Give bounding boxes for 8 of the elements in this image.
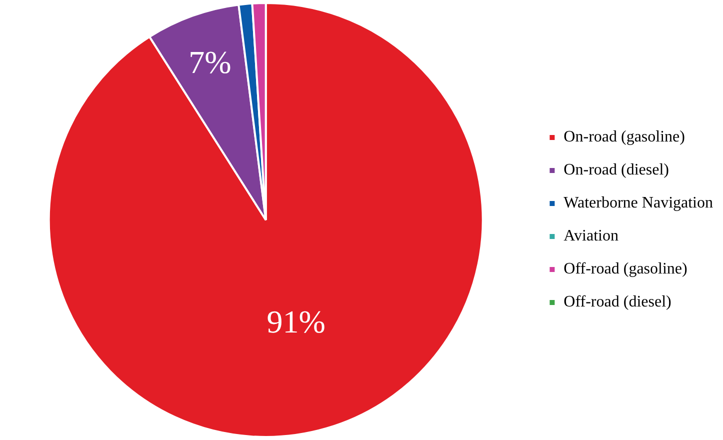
- legend-label: Aviation: [564, 228, 618, 245]
- data-label: 7%: [188, 44, 232, 80]
- legend-label: Off-road (diesel): [564, 294, 672, 311]
- legend-label: Off-road (gasoline): [564, 260, 688, 278]
- data-label: 91%: [266, 304, 326, 340]
- legend-label: On-road (diesel): [564, 162, 669, 179]
- legend-label: Waterborne Navigation: [564, 194, 714, 212]
- legend-label: On-road (gasoline): [564, 128, 685, 146]
